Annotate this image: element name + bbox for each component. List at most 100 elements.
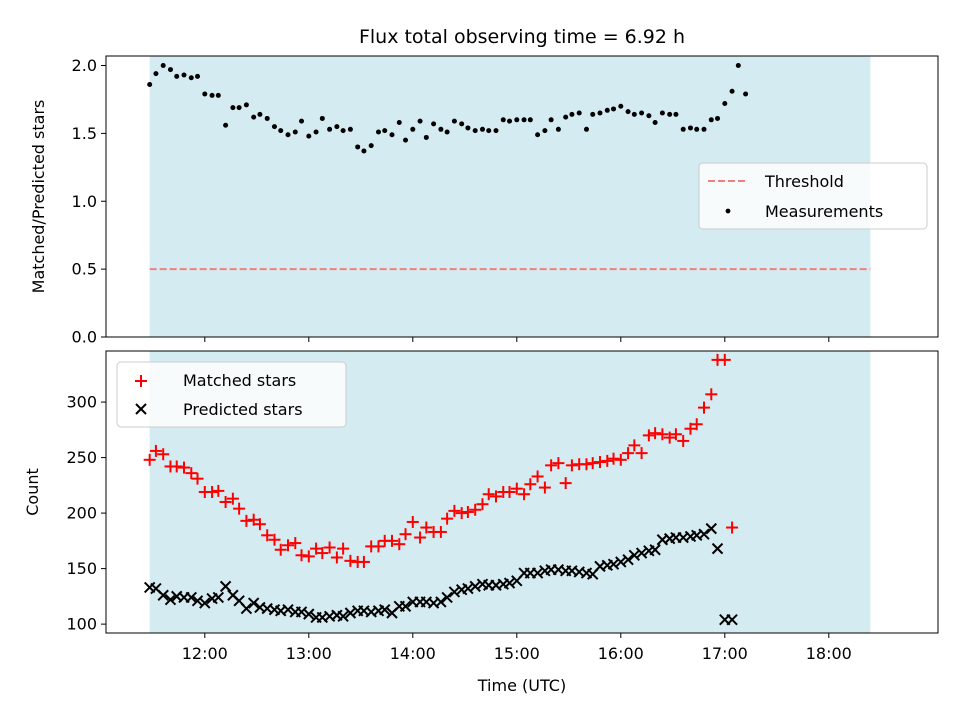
count-panel-frame	[105, 350, 939, 634]
predicted-star-point	[441, 591, 453, 604]
measurement-point	[306, 133, 312, 139]
predicted-star-point	[337, 610, 349, 623]
matched-star-point	[510, 482, 523, 495]
measurement-point	[472, 128, 478, 134]
matched-star-point	[607, 452, 620, 465]
measurement-point	[631, 111, 637, 117]
matched-star-point	[448, 504, 461, 517]
matched-star-point	[469, 503, 482, 516]
matched-star-point	[594, 456, 606, 469]
count-y-tick-label: 150	[66, 559, 97, 578]
predicted-star-point	[628, 549, 641, 561]
ratio-y-tick-label: 1.0	[72, 192, 97, 211]
matched-star-point	[330, 551, 343, 564]
matched-star-point	[669, 428, 682, 441]
matched-star-point	[482, 488, 495, 501]
measurement-point	[667, 111, 673, 117]
predicted-star-point	[282, 603, 294, 616]
matched-star-point	[622, 447, 635, 460]
measurement-point	[251, 114, 257, 120]
x-tick-label: 13:00	[286, 644, 332, 663]
predicted-star-point	[711, 542, 724, 555]
matched-star-point	[718, 353, 731, 366]
count-legend-box	[116, 361, 347, 428]
measurement-point	[646, 113, 652, 119]
matched-star-point	[690, 418, 703, 431]
count-y-tick-label: 100	[66, 615, 97, 634]
measurement-point	[230, 105, 236, 111]
matched-star-point	[538, 481, 551, 494]
measurement-point	[548, 117, 554, 123]
measurement-point	[278, 128, 284, 134]
measurement-point	[652, 120, 658, 126]
predicted-star-point	[726, 613, 738, 626]
matched-star-point	[656, 428, 669, 441]
measurement-point	[576, 110, 582, 116]
chart-title: Flux total observing time = 6.92 h	[359, 26, 685, 48]
measurement-point	[521, 117, 527, 123]
ratio-y-tick-label: 2.0	[72, 56, 97, 75]
measurement-point	[493, 128, 499, 134]
measurement-point	[729, 88, 735, 94]
measurement-point	[701, 126, 707, 132]
x-tick-label: 17:00	[702, 644, 748, 663]
threshold-legend-label: Threshold	[764, 172, 844, 191]
matched-star-point	[580, 458, 593, 471]
measurement-point	[625, 109, 631, 115]
measurement-point	[195, 73, 201, 79]
measurement-point	[444, 129, 450, 135]
matched-star-point	[178, 461, 190, 474]
matched-star-point	[219, 495, 232, 508]
measurement-point	[708, 117, 714, 123]
measurement-point	[694, 126, 700, 132]
predicted-star-point	[212, 591, 225, 604]
matched-star-point	[649, 427, 662, 440]
predicted-star-point	[295, 606, 308, 618]
measurement-point	[527, 117, 533, 123]
predicted-star-point	[247, 597, 260, 609]
x-tick-label: 12:00	[182, 644, 228, 663]
matched-star-point	[143, 453, 156, 466]
predicted-star-point	[635, 547, 648, 559]
measurement-point	[459, 121, 465, 127]
matched-star-point	[149, 444, 162, 457]
matched-star-point	[268, 533, 281, 546]
matched-star-point	[455, 507, 468, 520]
matched-star-point	[663, 431, 676, 444]
measurement-point	[743, 91, 749, 97]
predicted-star-point	[435, 596, 447, 608]
measurement-point	[611, 106, 617, 112]
matched-star-point	[191, 472, 204, 485]
predicted-star-point	[698, 528, 710, 540]
predicted-star-point	[531, 567, 544, 579]
measurement-point	[209, 92, 215, 98]
predicted-star-point	[615, 556, 627, 568]
matched-star-point	[461, 505, 474, 518]
matched-star-point	[684, 422, 697, 435]
matched-star-point	[635, 447, 648, 460]
matched-star-point	[282, 539, 294, 552]
count-panel: 100 150 200 250 300 12:00 13:00 14:00 15:00 16:0…	[23, 350, 939, 695]
matched-star-point	[240, 514, 253, 527]
matched-star-point	[531, 470, 544, 483]
ratio-y-tick-label: 0.0	[72, 328, 97, 347]
matched-star-point	[212, 484, 225, 497]
measurement-point	[319, 115, 325, 121]
x-tick-label: 15:00	[494, 644, 540, 663]
matched-star-point	[614, 453, 627, 466]
measurement-point	[735, 63, 741, 69]
x-tick-label: 16:00	[598, 644, 644, 663]
measurement-point	[327, 126, 333, 132]
measurement-point	[410, 126, 416, 132]
predicted-star-point	[164, 593, 177, 606]
matched-star-point	[372, 540, 385, 553]
predicted-star-point	[649, 544, 661, 556]
matched-star-point	[420, 521, 433, 534]
measurement-point	[451, 118, 457, 124]
matched-star-point	[386, 534, 398, 547]
matched-star-point	[545, 459, 558, 472]
predicted-star-point	[303, 608, 315, 620]
x-axis-label: Time (UTC)	[477, 676, 566, 695]
measurement-point	[583, 126, 589, 132]
count-y-axis-label: Count	[23, 468, 42, 516]
